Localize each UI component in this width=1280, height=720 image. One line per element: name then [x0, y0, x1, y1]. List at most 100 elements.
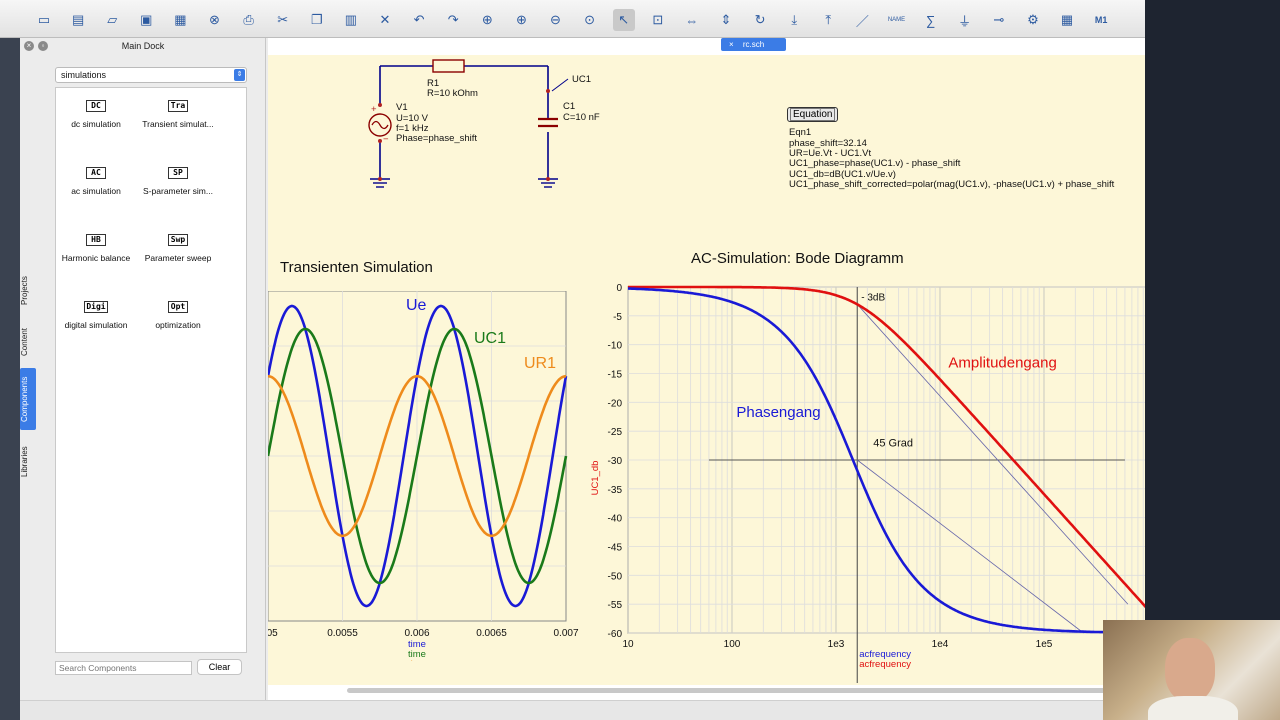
- series-label-ue: Ue: [406, 297, 427, 314]
- transient-chart: Ue UC1 UR1 .005 0.0055 0.006 0.0065 0.007 time ti…: [268, 291, 579, 661]
- clear-button[interactable]: Clear: [197, 659, 242, 675]
- mirror-y-icon[interactable]: ⇕: [720, 12, 732, 27]
- schematic-canvas[interactable]: R1 R=10 kOhm V1 U=10 V f=1 kHz Phase=pha…: [268, 55, 1145, 685]
- component-transient-simulation[interactable]: Tra Transient simulat...: [138, 95, 218, 129]
- component-ac-simulation[interactable]: AC ac simulation: [56, 162, 136, 196]
- component-optimization[interactable]: Opt optimization: [138, 296, 218, 330]
- x-axis-label: time: [408, 659, 426, 661]
- component-label: ac simulation: [71, 186, 121, 196]
- tab-projects[interactable]: Projects: [20, 276, 29, 306]
- transient-simulation-icon: Tra: [168, 100, 188, 112]
- rotate-icon[interactable]: ↻: [754, 12, 766, 27]
- delete-icon[interactable]: ✕: [379, 12, 391, 27]
- component-dc-simulation[interactable]: DC dc simulation: [56, 95, 136, 129]
- y-tick-label: -35: [608, 485, 623, 496]
- component-s-parameter-simulation[interactable]: SP S-parameter sim...: [138, 162, 218, 196]
- dock-float-icon[interactable]: ◦: [38, 41, 48, 51]
- x-tick-label: 10: [622, 639, 634, 650]
- resistor-symbol: [432, 59, 465, 73]
- open-icon[interactable]: ▱: [107, 12, 118, 27]
- tab-content[interactable]: Content: [20, 327, 29, 357]
- cut-icon[interactable]: ✂: [277, 12, 289, 27]
- equation-icon[interactable]: ∑: [925, 12, 936, 28]
- undo-icon[interactable]: ↶: [413, 12, 425, 27]
- asymptote-line: [856, 304, 1129, 605]
- new-file-icon[interactable]: ▭: [37, 12, 51, 27]
- source-plus: +: [371, 104, 377, 115]
- x-tick-label: 0.006: [404, 628, 429, 639]
- dock-close-icon[interactable]: ×: [24, 41, 34, 51]
- digital-simulation-icon: Digi: [84, 301, 108, 313]
- equation-line: UC1_phase_shift_corrected=polar(mag(UC1.…: [789, 179, 1115, 190]
- component-label: Transient simulat...: [142, 119, 214, 129]
- go-into-icon[interactable]: ⤓: [791, 12, 798, 27]
- new-text-icon[interactable]: ▤: [71, 12, 85, 27]
- component-label: Parameter sweep: [144, 253, 212, 263]
- component-label: digital simulation: [64, 320, 128, 330]
- wire-icon[interactable]: ／: [855, 13, 869, 29]
- select-icon[interactable]: ↖: [612, 9, 635, 31]
- marker-icon[interactable]: M1: [1090, 9, 1112, 31]
- zoom-fit-icon[interactable]: ⊕: [481, 12, 493, 27]
- zoom-in-icon[interactable]: ⊕: [515, 12, 527, 27]
- print-icon[interactable]: ⎙: [243, 12, 254, 27]
- equation-button[interactable]: Equation: [787, 107, 839, 122]
- s-parameter-simulation-icon: SP: [168, 167, 188, 179]
- save-all-icon[interactable]: ▦: [174, 12, 187, 27]
- y-tick-label: -30: [608, 456, 623, 467]
- pop-out-icon[interactable]: ⤒: [825, 12, 832, 27]
- ground-icon[interactable]: ⏚: [958, 13, 972, 29]
- tab-components[interactable]: Components: [20, 368, 36, 430]
- save-icon[interactable]: ▣: [140, 12, 153, 27]
- source-voltage: U=10 V: [396, 113, 428, 124]
- source-minus: −: [383, 134, 389, 145]
- tab-close-icon[interactable]: ×: [729, 40, 734, 49]
- desktop-edge: [0, 38, 20, 720]
- horizontal-scrollbar[interactable]: [347, 688, 1137, 693]
- source-symbol: [368, 113, 392, 137]
- y-tick-label: -45: [608, 543, 623, 554]
- marker-label: M1: [1094, 15, 1108, 25]
- x-tick-label: .005: [268, 628, 278, 639]
- annotation-45-grad: 45 Grad: [873, 437, 913, 449]
- capacitor-value: C=10 nF: [563, 112, 600, 123]
- node-label-uc1: UC1: [572, 74, 592, 85]
- equation-line: UR=Ue.Vt - UC1.Vt: [789, 148, 872, 159]
- select-arrows-icon: ⇕: [234, 69, 245, 81]
- x-tick-label: 0.0055: [327, 628, 358, 639]
- view-data-icon[interactable]: ▦: [1060, 12, 1074, 27]
- mirror-x-icon[interactable]: ⇔: [685, 12, 699, 28]
- simulate-icon[interactable]: ⚙: [1027, 12, 1039, 27]
- bode-chart-title: AC-Simulation: Bode Diagramm: [691, 250, 904, 267]
- edit-component-icon[interactable]: ⊡: [652, 12, 664, 27]
- tab-libraries[interactable]: Libraries: [20, 446, 29, 478]
- resistor-value: R=10 kOhm: [427, 88, 478, 99]
- component-label: dc simulation: [71, 119, 121, 129]
- copy-icon[interactable]: ❐: [310, 12, 323, 27]
- component-palette: DC dc simulation Tra Transient simulat..…: [55, 87, 247, 653]
- series-line-ur1: [268, 374, 567, 538]
- component-label: S-parameter sim...: [143, 186, 213, 196]
- zoom-reset-icon[interactable]: ⊙: [584, 12, 596, 27]
- close-icon[interactable]: ⊗: [209, 12, 220, 27]
- component-harmonic-balance[interactable]: HB Harmonic balance: [56, 229, 136, 263]
- equation-line: UC1_phase=phase(UC1.v) - phase_shift: [789, 158, 961, 169]
- optimization-icon: Opt: [168, 301, 188, 313]
- x-tick-label: 1e4: [932, 639, 949, 650]
- resistor-name: R1: [427, 78, 440, 89]
- port-icon[interactable]: ⊸: [993, 12, 1005, 27]
- search-components-input[interactable]: [55, 661, 192, 675]
- x-axis-label: time: [408, 649, 426, 660]
- y-tick-label: -55: [608, 600, 623, 611]
- ac-simulation-icon: AC: [86, 167, 106, 179]
- paste-icon[interactable]: ▥: [344, 12, 358, 27]
- category-select[interactable]: simulations ⇕: [55, 67, 247, 83]
- component-parameter-sweep[interactable]: Swp Parameter sweep: [138, 229, 218, 263]
- redo-icon[interactable]: ↷: [447, 12, 459, 27]
- y-tick-label: -50: [608, 571, 623, 582]
- label-icon[interactable]: NAME: [886, 9, 908, 31]
- component-digital-simulation[interactable]: Digi digital simulation: [56, 296, 136, 330]
- document-tab[interactable]: × rc.sch: [721, 38, 786, 51]
- capacitor-name: C1: [563, 101, 576, 112]
- zoom-out-icon[interactable]: ⊖: [550, 12, 561, 27]
